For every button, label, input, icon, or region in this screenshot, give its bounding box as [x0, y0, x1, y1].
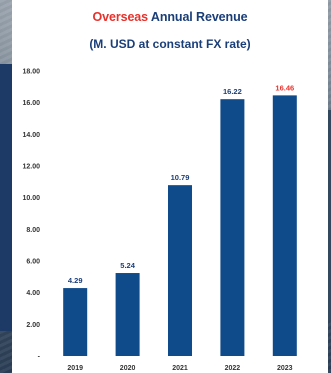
- bar: [63, 288, 88, 356]
- left-background-panel: [0, 64, 12, 331]
- y-tick-label: 10.00: [22, 195, 40, 202]
- chart-title-rest: Annual Revenue: [148, 10, 248, 24]
- y-tick-label: 4.00: [26, 290, 40, 297]
- bar-value-label: 4.29: [68, 276, 83, 285]
- y-tick-label: 16.00: [22, 100, 40, 107]
- y-tick-label: 6.00: [26, 259, 40, 266]
- y-tick-label: 8.00: [26, 227, 40, 234]
- bar: [115, 273, 140, 356]
- bar-value-label: 16.46: [275, 83, 294, 92]
- x-tick-label: 2019: [67, 365, 83, 372]
- bar-value-label: 16.22: [223, 87, 242, 96]
- x-tick-label: 2022: [225, 365, 241, 372]
- x-tick-label: 2023: [277, 365, 293, 372]
- right-background-panel: [325, 110, 331, 320]
- y-tick-label: 18.00: [22, 69, 40, 76]
- chart-subtitle: (M. USD at constant FX rate): [89, 37, 251, 51]
- bar-value-label: 10.79: [171, 173, 190, 182]
- bar: [272, 95, 297, 356]
- x-tick-label: 2020: [120, 365, 136, 372]
- chart-title-highlight: Overseas: [92, 10, 149, 24]
- y-tick-label: 14.00: [22, 132, 40, 139]
- bar: [168, 185, 192, 356]
- bar-value-label: 5.24: [120, 261, 135, 270]
- x-tick-label: 2021: [172, 365, 188, 372]
- y-tick-label: -: [38, 354, 41, 361]
- y-tick-label: 2.00: [26, 322, 40, 329]
- chart-card: Overseas Annual Revenue (M. USD at const…: [12, 0, 328, 373]
- y-tick-label: 12.00: [22, 164, 40, 171]
- chart-title: Overseas Annual Revenue: [12, 10, 328, 24]
- bar-chart: - 2.00 4.00 6.00 8.00 10.00 12.00 14.00 16.00 18.…: [22, 69, 297, 372]
- bar: [220, 99, 245, 356]
